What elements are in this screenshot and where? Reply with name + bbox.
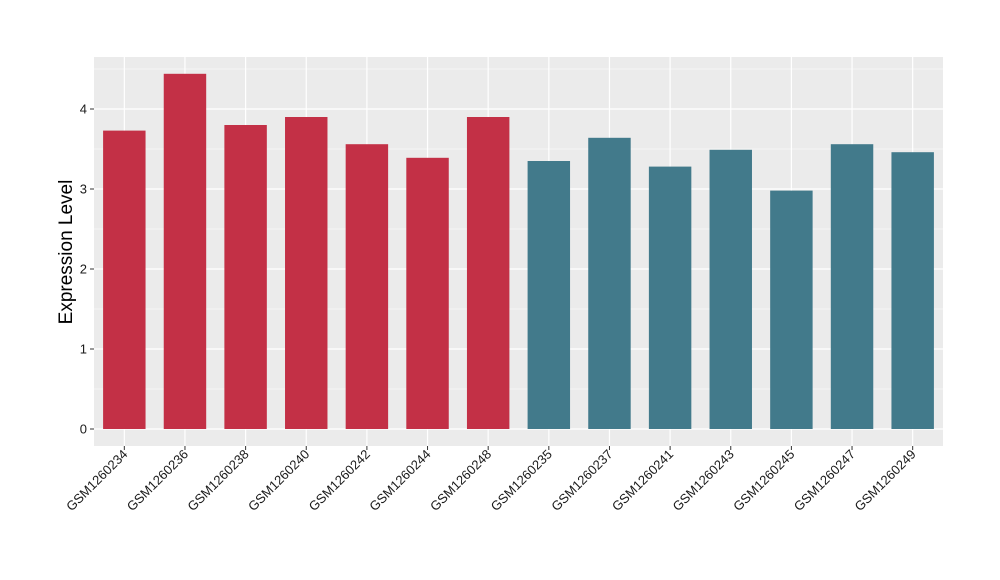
x-tick-label: GSM1260234 <box>63 447 130 514</box>
bar <box>709 149 752 430</box>
x-tick-label: GSM1260248 <box>427 447 494 514</box>
x-tick-label: GSM1260236 <box>124 447 191 514</box>
bar <box>285 117 328 429</box>
plot-panel <box>94 57 943 446</box>
x-tick-label: GSM1260235 <box>488 447 555 514</box>
y-tick-label: 1 <box>80 342 87 357</box>
y-tick-label: 0 <box>80 422 87 437</box>
bar <box>770 190 813 429</box>
x-tick-label: GSM1260249 <box>851 447 918 514</box>
bar <box>891 152 934 429</box>
bar <box>466 117 510 429</box>
y-tick-label: 4 <box>80 102 87 117</box>
x-tick-label: GSM1260244 <box>366 447 433 514</box>
bar <box>163 73 207 430</box>
bar <box>103 130 146 429</box>
bar <box>527 161 571 429</box>
x-axis: GSM1260234GSM1260236GSM1260238GSM1260240… <box>63 446 919 514</box>
y-axis-title: Expression Level <box>56 180 77 325</box>
bar <box>406 157 449 430</box>
x-tick-label: GSM1260238 <box>184 447 251 514</box>
bar <box>648 166 692 429</box>
x-tick-label: GSM1260241 <box>609 447 676 514</box>
bar <box>224 125 267 429</box>
x-tick-label: GSM1260237 <box>548 447 615 514</box>
bar <box>345 144 389 429</box>
bars <box>103 73 934 430</box>
x-tick-label: GSM1260243 <box>670 447 737 514</box>
x-tick-label: GSM1260242 <box>306 447 373 514</box>
x-tick-label: GSM1260245 <box>730 447 797 514</box>
bar <box>830 144 874 429</box>
bar <box>588 137 631 430</box>
x-tick-label: GSM1260240 <box>245 447 312 514</box>
y-tick-label: 3 <box>80 182 87 197</box>
y-axis: 0 1 2 3 4 <box>80 102 94 437</box>
x-tick-label: GSM1260247 <box>791 447 858 514</box>
y-tick-label: 2 <box>80 262 87 277</box>
